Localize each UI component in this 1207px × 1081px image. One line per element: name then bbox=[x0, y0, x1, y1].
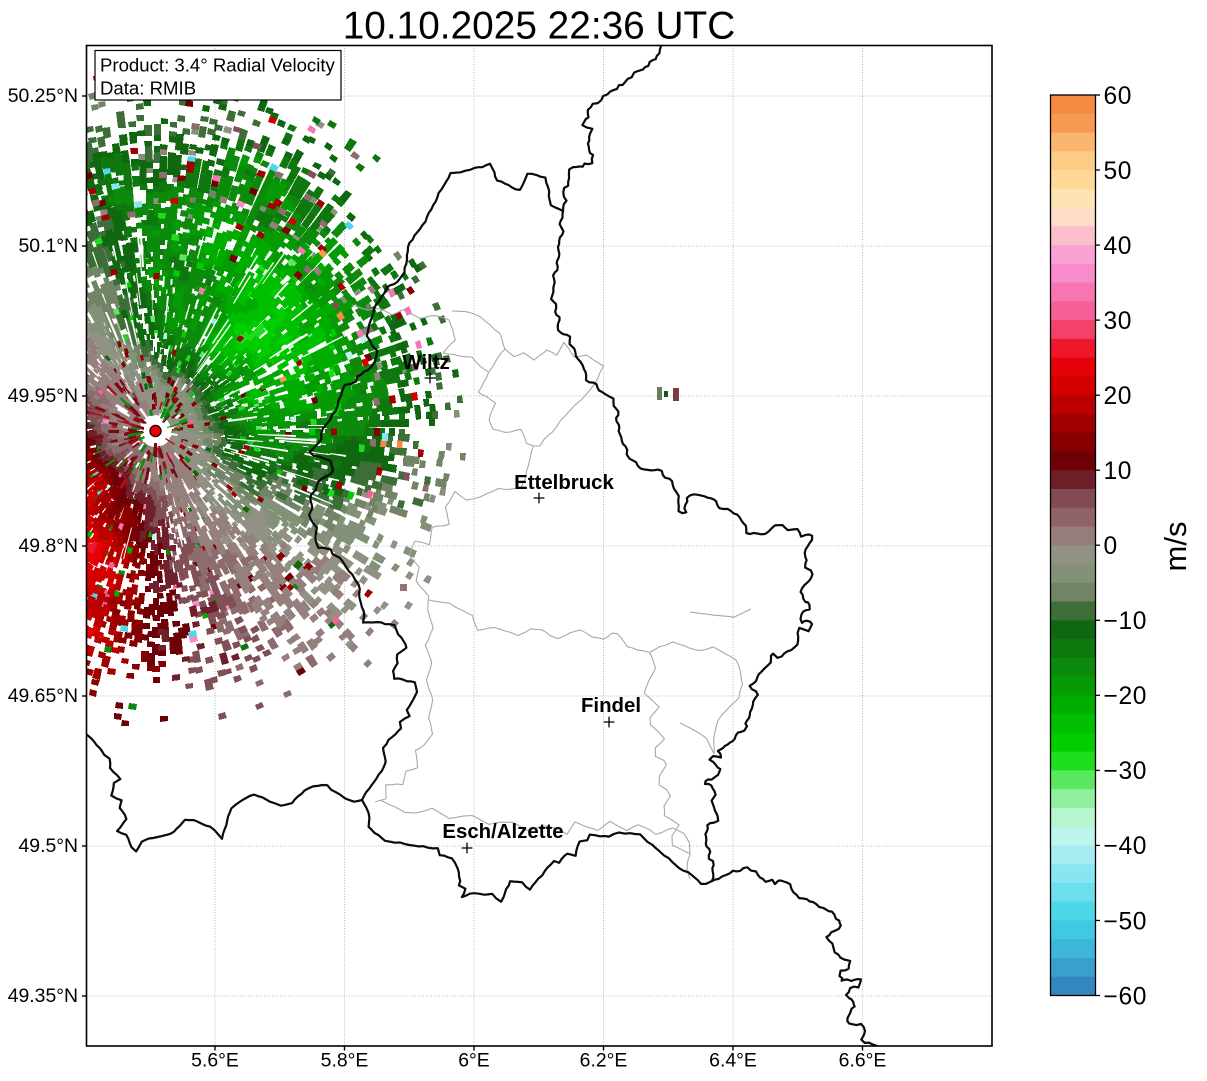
svg-text:0: 0 bbox=[1104, 533, 1118, 560]
svg-text:49.5°N: 49.5°N bbox=[19, 835, 79, 857]
svg-text:10.10.2025 22:36 UTC: 10.10.2025 22:36 UTC bbox=[343, 5, 736, 48]
svg-text:30: 30 bbox=[1104, 308, 1133, 335]
svg-text:m/s: m/s bbox=[1158, 522, 1193, 572]
svg-text:40: 40 bbox=[1104, 233, 1133, 260]
svg-text:50.25°N: 50.25°N bbox=[8, 85, 78, 107]
svg-text:6°E: 6°E bbox=[458, 1050, 490, 1072]
svg-text:−60: −60 bbox=[1104, 983, 1148, 1010]
svg-text:6.4°E: 6.4°E bbox=[709, 1050, 757, 1072]
svg-text:6.6°E: 6.6°E bbox=[839, 1050, 887, 1072]
svg-text:6.2°E: 6.2°E bbox=[580, 1050, 628, 1072]
svg-text:Esch/Alzette: Esch/Alzette bbox=[442, 821, 563, 843]
svg-text:−20: −20 bbox=[1104, 683, 1148, 710]
svg-text:50: 50 bbox=[1104, 158, 1133, 185]
svg-text:10: 10 bbox=[1104, 458, 1133, 485]
svg-text:49.65°N: 49.65°N bbox=[8, 685, 78, 707]
svg-text:50.1°N: 50.1°N bbox=[19, 235, 79, 257]
svg-text:−50: −50 bbox=[1104, 908, 1148, 935]
svg-text:−30: −30 bbox=[1104, 758, 1148, 785]
svg-text:Ettelbruck: Ettelbruck bbox=[514, 472, 614, 494]
svg-text:−10: −10 bbox=[1104, 608, 1148, 635]
svg-text:5.6°E: 5.6°E bbox=[191, 1050, 239, 1072]
svg-text:49.8°N: 49.8°N bbox=[19, 535, 79, 557]
svg-text:Wiltz: Wiltz bbox=[402, 352, 449, 374]
svg-text:49.35°N: 49.35°N bbox=[8, 985, 78, 1007]
svg-text:60: 60 bbox=[1104, 83, 1133, 110]
svg-text:5.8°E: 5.8°E bbox=[321, 1050, 369, 1072]
svg-text:20: 20 bbox=[1104, 383, 1133, 410]
svg-text:49.95°N: 49.95°N bbox=[8, 385, 78, 407]
svg-text:Data: RMIB: Data: RMIB bbox=[100, 78, 196, 99]
svg-text:−40: −40 bbox=[1104, 833, 1148, 860]
svg-text:Product: 3.4° Radial Velocity: Product: 3.4° Radial Velocity bbox=[100, 55, 336, 76]
svg-text:Findel: Findel bbox=[581, 695, 641, 717]
